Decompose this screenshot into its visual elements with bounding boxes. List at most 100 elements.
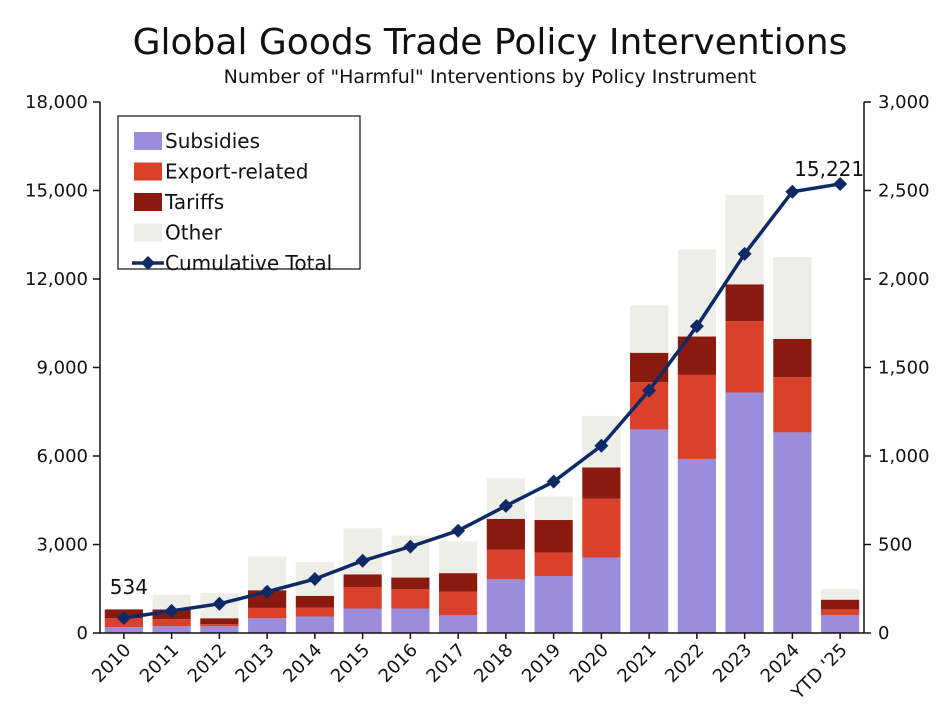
bar-export-related-2024 (773, 377, 812, 433)
legend-swatch-other (134, 223, 162, 242)
bar-export-related-2014 (295, 607, 334, 617)
bar-tariffs-2021 (630, 352, 669, 383)
cumulative-point-2024 (785, 184, 800, 199)
bar-other-2019 (534, 496, 573, 521)
cumulative-point-2016 (403, 539, 418, 554)
bar-export-related-2018 (486, 549, 525, 580)
bar-other-2011 (152, 594, 191, 610)
bar-other-2024 (773, 256, 812, 339)
bar-export-related-2022 (677, 374, 716, 459)
right-tick-label: 1,500 (878, 358, 930, 379)
legend-swatch-export-related (134, 162, 162, 181)
bar-tariffs-2019 (534, 520, 573, 553)
bar-other-2021 (630, 305, 669, 353)
cumulative-point-2011 (164, 603, 179, 618)
cumulative-point-2012 (212, 596, 227, 611)
cumulative-point-2014 (307, 572, 322, 587)
chart-title: Global Goods Trade Policy Interventions (132, 22, 848, 63)
bar-other-2013 (248, 556, 287, 591)
bar-tariffs-2014 (295, 595, 334, 608)
bar-subsidies-2012 (200, 626, 239, 633)
x-tick-label: 2016 (375, 640, 422, 687)
x-tick-label: 2020 (566, 640, 613, 687)
cumulative-point-2019 (546, 474, 561, 489)
cumulative-point-ytd-25 (833, 176, 848, 191)
cumulative-point-2020 (594, 438, 609, 453)
legend-swatch-tariffs (134, 193, 162, 211)
bar-tariffs-2020 (582, 467, 621, 499)
bar-export-related-2016 (391, 589, 430, 609)
x-tick-label: 2010 (88, 640, 135, 687)
bar-tariffs-2018 (486, 518, 525, 550)
cumulative-point-2017 (451, 523, 466, 538)
bar-other-2023 (725, 194, 764, 285)
left-tick-label: 12,000 (25, 269, 88, 290)
bar-subsidies-2010 (104, 627, 143, 633)
bar-other-ytd-25 (821, 588, 860, 600)
x-tick-label: 2023 (709, 640, 756, 687)
cumulative-point-2021 (642, 383, 657, 398)
bar-export-related-2023 (725, 321, 764, 393)
x-tick-label: 2013 (231, 640, 278, 687)
left-tick-label: 15,000 (25, 181, 88, 202)
x-tick-label: 2015 (327, 640, 374, 687)
bar-subsidies-2017 (439, 615, 478, 633)
bar-export-related-2020 (582, 498, 621, 558)
right-tick-label: 3,000 (878, 92, 930, 113)
bar-subsidies-2019 (534, 576, 573, 633)
bar-tariffs-ytd-25 (821, 599, 860, 610)
cumulative-point-2018 (498, 498, 513, 513)
legend-label-tariffs: Tariffs (164, 190, 224, 214)
right-tick-label: 0 (878, 623, 889, 644)
bar-subsidies-ytd-25 (821, 615, 860, 633)
legend-swatch-subsidies (134, 132, 162, 150)
left-tick-label: 18,000 (25, 92, 88, 113)
bar-subsidies-2021 (630, 429, 669, 633)
right-tick-label: 500 (878, 535, 912, 556)
bar-subsidies-2022 (677, 458, 716, 633)
bar-subsidies-2015 (343, 608, 382, 633)
legend-label-export-related: Export-related (165, 160, 308, 184)
left-tick-label: 6,000 (36, 446, 88, 467)
cumulative-point-2023 (737, 246, 752, 261)
bar-subsidies-2011 (152, 626, 191, 633)
bar-export-related-2017 (439, 591, 478, 616)
bar-export-related-2012 (200, 624, 239, 627)
x-tick-label: 2012 (184, 640, 231, 687)
x-tick-label: 2014 (279, 640, 326, 687)
bar-subsidies-2013 (248, 618, 287, 633)
bar-tariffs-2012 (200, 618, 239, 625)
legend-label-cumulative-total: Cumulative Total (165, 251, 332, 275)
bar-export-related-2011 (152, 619, 191, 627)
x-tick-label: 2011 (136, 640, 183, 687)
right-tick-label: 2,500 (878, 181, 930, 202)
bar-other-2017 (439, 541, 478, 574)
bar-export-related-ytd-25 (821, 609, 860, 616)
left-tick-label: 9,000 (36, 358, 88, 379)
bar-export-related-2013 (248, 607, 287, 619)
annotation-15-221: 15,221 (794, 157, 864, 181)
x-tick-label: 2018 (470, 640, 517, 687)
x-tick-label: 2017 (422, 640, 469, 687)
cumulative-point-2010 (116, 610, 131, 625)
bar-subsidies-2024 (773, 432, 812, 633)
right-tick-label: 2,000 (878, 269, 930, 290)
x-tick-label: 2022 (661, 640, 708, 687)
bar-subsidies-2018 (486, 579, 525, 633)
legend-label-subsidies: Subsidies (165, 129, 260, 153)
left-tick-label: 3,000 (36, 535, 88, 556)
cumulative-total-line (123, 182, 841, 620)
bar-subsidies-2016 (391, 608, 430, 633)
chart-subtitle: Number of "Harmful" Interventions by Pol… (223, 66, 757, 88)
bar-subsidies-2023 (725, 392, 764, 633)
bar-tariffs-2016 (391, 577, 430, 590)
right-tick-label: 1,000 (878, 446, 930, 467)
bar-subsidies-2014 (295, 616, 334, 633)
bar-tariffs-2023 (725, 284, 764, 322)
bar-tariffs-2015 (343, 574, 382, 587)
bar-export-related-2019 (534, 552, 573, 577)
annotation-534: 534 (110, 575, 148, 599)
bar-tariffs-2017 (439, 573, 478, 592)
left-tick-label: 0 (77, 623, 88, 644)
x-tick-label: 2021 (613, 640, 660, 687)
